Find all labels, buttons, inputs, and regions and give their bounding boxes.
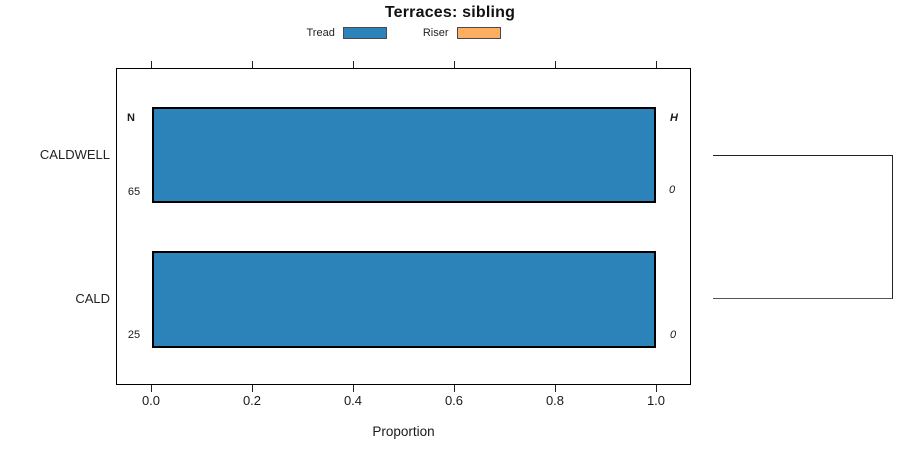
y-category-label-caldwell: CALDWELL [39,147,110,162]
bar-cald-tread [152,251,656,348]
h-column-header: H [670,112,678,124]
x-tick-top-0.0 [151,61,152,68]
n-value-cald: 25 [127,329,141,341]
x-tick-label: 0.2 [242,393,262,408]
x-tick-label: 0.0 [141,393,161,408]
x-tick-bottom-0.6 [454,385,455,392]
x-tick-top-0.2 [252,61,253,68]
plot-area: 0.0 0.2 0.4 0.6 0.8 1.0 Proportion N H 6… [116,61,691,439]
legend-swatch-tread [342,27,387,39]
dendrogram-bracket [713,155,893,299]
x-tick-bottom-0.4 [353,385,354,392]
y-category-label-cald: CALD [75,291,110,306]
x-tick-top-0.8 [555,61,556,68]
x-tick-label: 1.0 [646,393,666,408]
legend-label-tread: Tread [306,27,335,39]
x-tick-bottom-0.8 [555,385,556,392]
h-value-cald: 0 [669,329,677,341]
legend-label-riser: Riser [422,27,449,39]
h-value-caldwell: 0 [668,184,676,196]
legend-item-tread: Tread [307,27,387,39]
legend-swatch-riser [456,27,501,39]
x-axis-label: Proportion [372,424,435,439]
x-tick-label: 0.6 [444,393,464,408]
chart-title: Terraces: sibling [384,4,516,21]
n-value-caldwell: 65 [127,186,141,198]
x-tick-label: 0.4 [343,393,363,408]
legend: Tread Riser [116,25,691,41]
x-tick-bottom-1.0 [656,385,657,392]
legend-item-riser: Riser [423,27,501,39]
n-column-header: N [127,112,135,124]
x-tick-top-1.0 [656,61,657,68]
bar-caldwell-tread [152,107,656,203]
x-tick-label: 0.8 [545,393,565,408]
x-tick-bottom-0.0 [151,385,152,392]
x-tick-top-0.4 [353,61,354,68]
x-tick-bottom-0.2 [252,385,253,392]
x-tick-top-0.6 [454,61,455,68]
